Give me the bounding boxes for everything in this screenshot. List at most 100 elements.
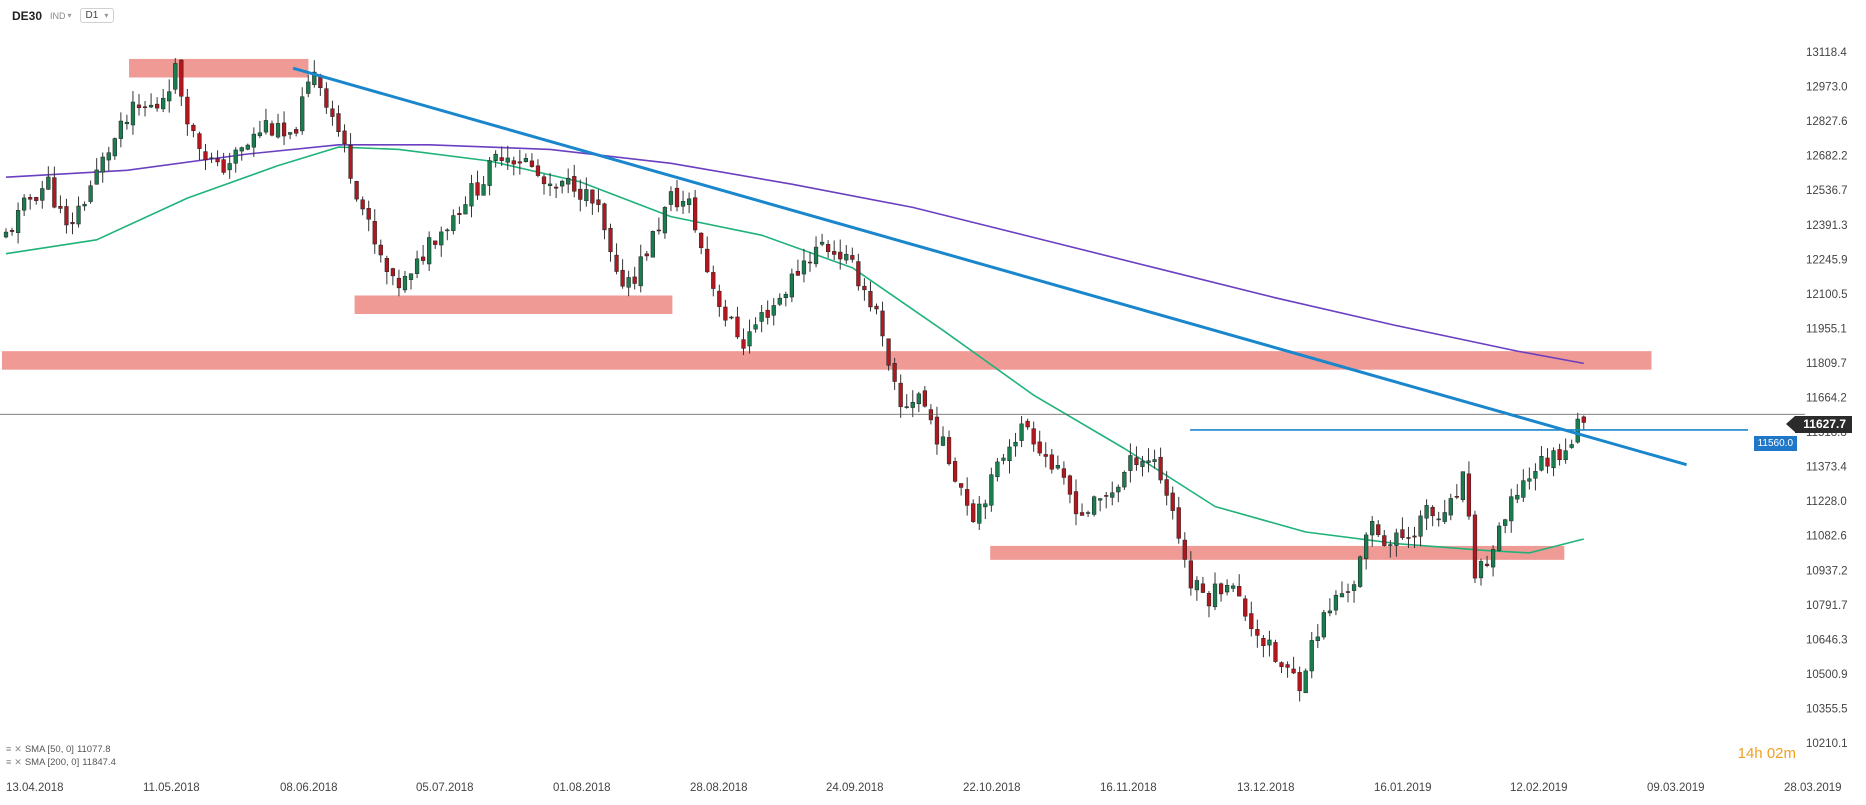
candle-body [306, 81, 311, 94]
candle-body [620, 269, 625, 287]
candle-body [1539, 456, 1544, 471]
candle-body [88, 185, 93, 202]
symbol-label[interactable]: DE30 [12, 8, 43, 23]
candle-body [64, 206, 69, 226]
candle-body [1442, 512, 1447, 522]
candle-body [723, 306, 728, 321]
y-tick-label: 12100.5 [1806, 289, 1848, 301]
y-tick-label: 12682.2 [1806, 151, 1848, 163]
candle-body [475, 182, 480, 196]
candle-body [15, 210, 21, 233]
candle-body [22, 197, 27, 211]
candle-body [112, 138, 117, 157]
candle-body [469, 183, 474, 207]
candle-body [427, 237, 432, 265]
candle-body [1291, 668, 1296, 674]
legend-sma50[interactable]: ≡ ✕ SMA [50, 0] 11077.8 [6, 743, 116, 756]
candle-body [505, 157, 510, 163]
y-tick-label: 10355.5 [1806, 703, 1848, 715]
candle-body [844, 253, 849, 261]
candle-body [602, 203, 607, 231]
sma200-line [5, 144, 1584, 365]
moving-averages [5, 144, 1584, 554]
candle-body [1309, 640, 1314, 672]
candle-body [711, 272, 716, 289]
candle-body [614, 254, 619, 272]
close-icon[interactable]: ✕ [14, 757, 22, 767]
y-tick-label: 12391.3 [1806, 220, 1848, 232]
candle-body [1007, 446, 1012, 462]
x-tick-label: 22.10.2018 [963, 782, 1021, 794]
candle-body [553, 186, 559, 189]
y-tick-label: 13118.4 [1806, 47, 1847, 59]
candle-body [336, 113, 341, 132]
candle-body [1484, 563, 1490, 566]
close-icon[interactable]: ✕ [14, 744, 22, 754]
settings-icon[interactable]: ≡ [6, 744, 12, 754]
settings-icon[interactable]: ≡ [6, 757, 12, 767]
candle-body [396, 277, 402, 289]
candle-body [868, 291, 873, 308]
candle-body [813, 246, 819, 265]
y-tick-label: 11228.0 [1806, 496, 1847, 508]
candle-body [1019, 423, 1024, 441]
drawn-lines[interactable] [0, 66, 1805, 467]
candle-body [874, 305, 879, 310]
candle-body [668, 191, 674, 205]
candle-body [1206, 593, 1212, 607]
candle-body [1472, 514, 1478, 579]
candle-body [1569, 444, 1574, 448]
x-tick-label: 28.03.2019 [1784, 782, 1842, 794]
candle-body [233, 149, 238, 164]
y-tick-label: 11955.1 [1806, 323, 1847, 335]
candle-body [977, 503, 982, 524]
candle-body [898, 382, 903, 408]
candle-body [1357, 556, 1363, 587]
candle-body [608, 227, 613, 253]
candle-body [1515, 494, 1520, 500]
candle-body [523, 158, 529, 162]
candle-body [173, 63, 178, 90]
candle-body [1025, 420, 1030, 428]
x-tick-label: 09.03.2019 [1647, 782, 1705, 794]
candle-body [330, 108, 335, 117]
chevron-down-icon: ▾ [104, 11, 109, 20]
candle-body [414, 258, 420, 274]
candle-body [3, 231, 9, 238]
candle-body [596, 199, 601, 205]
chart-header: DE30 IND ▾ D1 ▾ [12, 8, 115, 23]
candle-body [1049, 454, 1054, 470]
candle-body [148, 104, 154, 108]
price-axis[interactable]: 13118.4 12973.0 12827.6 12682.2 12536.7 12391… [1806, 47, 1848, 750]
candle-body [1418, 515, 1423, 537]
x-tick-label: 01.08.2018 [553, 782, 611, 794]
candle-body [959, 483, 964, 488]
candle-body [886, 338, 891, 366]
price-zone [990, 545, 1565, 560]
candle-body [1382, 535, 1387, 546]
candle-body [759, 312, 764, 322]
candle-body [46, 176, 51, 190]
time-axis[interactable]: 13.04.2018 11.05.2018 08.06.2018 05.07.2018… [6, 782, 1842, 794]
candle-body [197, 133, 202, 149]
candle-body [1013, 441, 1018, 447]
candle-body [390, 268, 396, 277]
timeframe-select[interactable]: D1 ▾ [79, 8, 115, 23]
y-tick-label: 10646.3 [1806, 634, 1848, 646]
candle-body [1031, 428, 1036, 445]
candle-body [1285, 664, 1290, 668]
candle-body [1376, 524, 1381, 536]
candle-body [1237, 586, 1242, 597]
candle-body [287, 132, 293, 135]
candle-body [892, 363, 897, 382]
candle-body [693, 197, 698, 231]
candle-body [717, 290, 722, 307]
candle-body [1110, 492, 1115, 498]
candle-body [1333, 594, 1339, 611]
instrument-type[interactable]: IND ▾ [50, 11, 72, 21]
candle-body [402, 275, 408, 291]
candle-body [1430, 506, 1435, 517]
candle-body [1085, 512, 1091, 514]
legend-sma200[interactable]: ≡ ✕ SMA [200, 0] 11847.4 [6, 756, 116, 769]
